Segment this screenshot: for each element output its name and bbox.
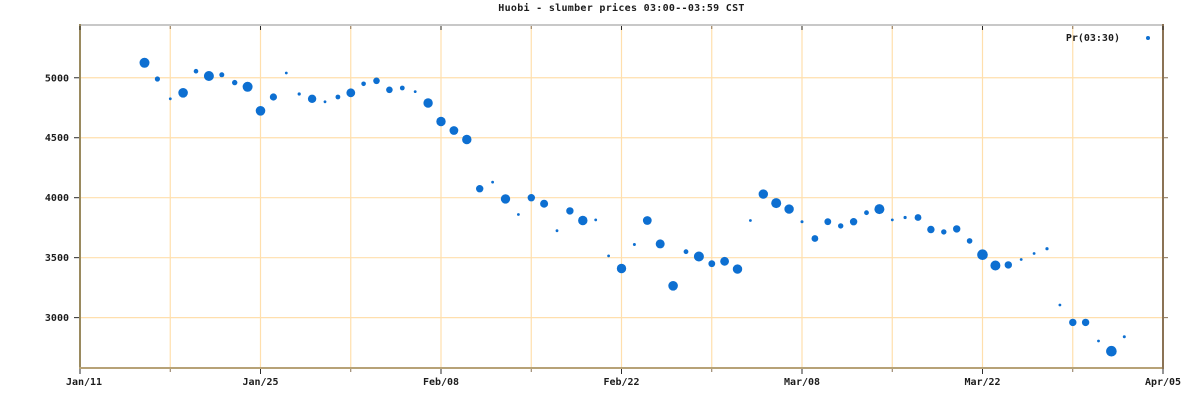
data-point: Jan/20: 5055 xyxy=(193,68,199,74)
data-point: Mar/21: 3640 xyxy=(966,238,973,244)
data-point: Mar/02: 3470 xyxy=(720,256,729,266)
data-point: Feb/07: 4790 xyxy=(423,98,433,108)
data-point: Feb/18: 3890 xyxy=(566,207,574,215)
data-point: Mar/12: 3800 xyxy=(849,218,858,226)
y-tick-label: 3000 xyxy=(45,313,69,324)
data-point: Jan/19: 4875 xyxy=(178,88,188,98)
data-point: Mar/11: 3765 xyxy=(838,223,844,229)
data-point: Mar/27: 3575 xyxy=(1045,247,1049,251)
data-point: Mar/14: 3905 xyxy=(874,204,885,215)
data-point: Feb/28: 3510 xyxy=(693,251,704,262)
data-point: Feb/20: 3815 xyxy=(594,218,598,222)
data-point: Mar/07: 3905 xyxy=(784,204,794,214)
legend: Pr(03:30) xyxy=(1000,31,1158,45)
data-point: Jan/30: 4800 xyxy=(323,100,327,104)
data-point: Mar/03: 3405 xyxy=(732,264,743,274)
y-tick-label: 4500 xyxy=(45,133,69,144)
x-tick-label: Feb/22 xyxy=(603,377,639,388)
data-point: Jan/17: 4990 xyxy=(154,76,160,82)
data-point: Feb/17: 3725 xyxy=(555,229,559,233)
data-point: Mar/06: 3955 xyxy=(771,198,782,209)
data-point: Mar/18: 3735 xyxy=(927,225,935,234)
data-point: Feb/22: 3410 xyxy=(616,263,627,274)
data-point: Feb/03: 4975 xyxy=(373,77,380,85)
data-point: Mar/04: 3810 xyxy=(749,219,752,222)
data-point: Feb/19: 3810 xyxy=(578,215,588,226)
data-point: Feb/05: 4915 xyxy=(399,85,405,91)
data-point: Feb/06: 4885 xyxy=(413,90,417,93)
y-tick-label: 3500 xyxy=(45,253,69,264)
data-point: Jan/16: 5125 xyxy=(139,57,150,68)
data-point: Feb/26: 3265 xyxy=(668,281,678,291)
y-tick-label: 4000 xyxy=(45,193,69,204)
data-point: Jan/22: 5025 xyxy=(219,72,225,78)
x-tick-label: Jan/25 xyxy=(242,377,278,388)
data-point: Feb/24: 3810 xyxy=(642,216,652,225)
data-point: Mar/26: 3535 xyxy=(1032,252,1036,255)
data-point: Jan/18: 4825 xyxy=(168,97,172,101)
x-tick-label: Mar/08 xyxy=(784,377,820,388)
legend-marker-dot xyxy=(1146,36,1150,40)
data-point: Feb/12: 4130 xyxy=(491,180,494,184)
data-point: Feb/21: 3515 xyxy=(607,254,610,258)
data-point: Mar/19: 3715 xyxy=(941,229,947,235)
data-point: Mar/30: 2960 xyxy=(1081,318,1090,327)
data-point: Feb/15: 4000 xyxy=(527,194,535,202)
data-point: Feb/25: 3615 xyxy=(655,239,665,249)
chart-title: Huobi - slumber prices 03:00--03:59 CST xyxy=(498,3,745,14)
data-point: Jan/26: 4840 xyxy=(269,93,277,101)
data-point: Mar/08: 3800 xyxy=(800,220,804,224)
data-point: Mar/25: 3485 xyxy=(1019,258,1023,261)
data-point: Mar/23: 3435 xyxy=(990,260,1001,271)
data-point: Mar/22: 3525 xyxy=(977,249,988,260)
data-point: Mar/17: 3835 xyxy=(914,214,922,221)
data-point: Jan/31: 4840 xyxy=(335,94,341,100)
data-point: Mar/16: 3835 xyxy=(903,215,907,220)
x-tick-label: Jan/11 xyxy=(66,377,102,388)
data-point: Mar/24: 3440 xyxy=(1004,261,1012,269)
data-point: Mar/13: 3875 xyxy=(864,210,869,216)
y-tick-label: 5000 xyxy=(45,73,69,84)
data-point: Mar/20: 3740 xyxy=(953,225,961,233)
data-point: Mar/10: 3800 xyxy=(824,218,832,226)
data-point: Mar/28: 3105 xyxy=(1058,303,1062,307)
data-point: Jan/24: 4925 xyxy=(242,81,253,92)
data-point: Feb/16: 3950 xyxy=(540,199,549,208)
data-point: Jan/25: 4725 xyxy=(255,106,266,116)
data-point: Apr/01: 2720 xyxy=(1106,345,1117,357)
data-point: Feb/23: 3610 xyxy=(632,243,636,246)
data-point: Mar/09: 3660 xyxy=(811,235,819,242)
x-tick-label: Apr/05 xyxy=(1145,377,1181,388)
legend-label: Pr(03:30) xyxy=(1065,32,1120,44)
data-point: Jan/29: 4825 xyxy=(307,94,317,104)
data-point: Mar/31: 2805 xyxy=(1097,339,1100,343)
x-tick-label: Mar/22 xyxy=(964,377,1000,388)
data-point: Mar/15: 3815 xyxy=(890,218,894,222)
data-point: Jan/23: 4960 xyxy=(232,79,238,86)
data-point: Mar/05: 4030 xyxy=(758,189,768,199)
data-point: Mar/29: 2960 xyxy=(1069,318,1077,327)
data-point: Feb/10: 4485 xyxy=(462,134,472,145)
data-point: Feb/14: 3860 xyxy=(517,213,520,216)
data-point: Feb/11: 4075 xyxy=(476,185,484,193)
x-tick-label: Feb/08 xyxy=(423,377,459,388)
data-point: Feb/04: 4900 xyxy=(386,86,393,94)
data-point: Apr/02: 2840 xyxy=(1122,335,1126,339)
data-point: Jan/21: 5015 xyxy=(203,71,214,81)
data-point: Jan/28: 4865 xyxy=(297,92,301,96)
data-point: Feb/09: 4560 xyxy=(449,126,459,135)
data-point: Feb/01: 4875 xyxy=(346,88,356,98)
data-point: Mar/01: 3450 xyxy=(708,260,716,268)
data-point: Jan/27: 5040 xyxy=(284,71,288,75)
data-point: Feb/08: 4635 xyxy=(436,116,446,127)
data-point: Feb/02: 4950 xyxy=(361,81,366,87)
data-point: Feb/13: 3990 xyxy=(500,194,511,204)
data-point: Feb/27: 3550 xyxy=(683,249,689,255)
